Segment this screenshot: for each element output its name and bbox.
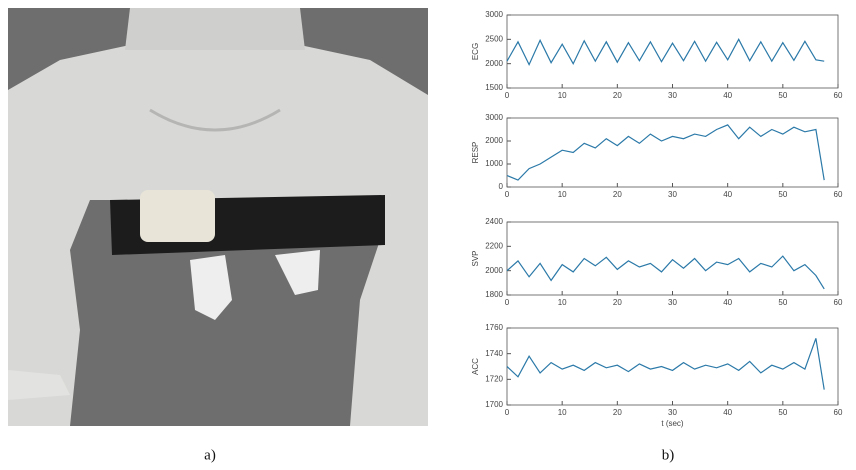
- caption: b): [662, 447, 675, 463]
- y-tick-label: 3000: [485, 10, 503, 19]
- x-tick-label: 30: [668, 408, 677, 417]
- y-tick-label: 1800: [485, 290, 503, 299]
- x-tick-label: 50: [778, 298, 787, 307]
- signal-line: [507, 338, 824, 389]
- y-tick-label: 0: [499, 182, 504, 191]
- y-tick-label: 1740: [485, 349, 503, 358]
- y-tick-label: 1700: [485, 400, 503, 409]
- caption: a): [204, 447, 216, 463]
- x-tick-label: 60: [834, 190, 843, 199]
- y-tick-label: 2000: [485, 266, 503, 275]
- x-tick-label: 20: [613, 408, 622, 417]
- x-tick-label: 10: [558, 298, 567, 307]
- x-tick-label: 0: [505, 408, 510, 417]
- figure: a)b)15002000250030000102030405060ECG0100…: [0, 0, 856, 470]
- x-tick-label: 60: [834, 408, 843, 417]
- y-tick-label: 2500: [485, 34, 503, 43]
- x-tick-label: 20: [613, 91, 622, 100]
- plot-frame: [507, 222, 838, 295]
- y-tick-label: 2200: [485, 241, 503, 250]
- signal-line: [507, 125, 824, 180]
- y-tick-label: 1760: [485, 323, 503, 332]
- y-tick-label: 1720: [485, 374, 503, 383]
- x-tick-label: 0: [505, 298, 510, 307]
- neck: [125, 8, 305, 50]
- x-tick-label: 50: [778, 408, 787, 417]
- x-tick-label: 10: [558, 91, 567, 100]
- x-tick-label: 30: [668, 91, 677, 100]
- x-tick-label: 40: [723, 408, 732, 417]
- y-tick-label: 2000: [485, 136, 503, 145]
- x-tick-label: 40: [723, 190, 732, 199]
- y-tick-label: 1500: [485, 83, 503, 92]
- x-tick-label: 10: [558, 190, 567, 199]
- x-tick-label: 0: [505, 91, 510, 100]
- x-tick-label: 40: [723, 298, 732, 307]
- signal-line: [507, 256, 824, 289]
- x-tick-label: 20: [613, 190, 622, 199]
- y-axis-label: SVP: [471, 250, 480, 266]
- y-tick-label: 3000: [485, 113, 503, 122]
- plot-frame: [507, 118, 838, 187]
- x-axis-label: t (sec): [661, 419, 684, 428]
- x-tick-label: 20: [613, 298, 622, 307]
- x-tick-label: 60: [834, 298, 843, 307]
- x-tick-label: 50: [778, 190, 787, 199]
- y-axis-label: ECG: [471, 43, 480, 60]
- x-tick-label: 10: [558, 408, 567, 417]
- x-tick-label: 40: [723, 91, 732, 100]
- y-axis-label: ACC: [471, 358, 480, 375]
- device: [140, 190, 215, 242]
- y-tick-label: 2400: [485, 217, 503, 226]
- photo: [8, 8, 428, 426]
- x-tick-label: 60: [834, 91, 843, 100]
- y-tick-label: 1000: [485, 159, 503, 168]
- x-tick-label: 30: [668, 190, 677, 199]
- x-tick-label: 30: [668, 298, 677, 307]
- x-tick-label: 50: [778, 91, 787, 100]
- signal-line: [507, 39, 824, 64]
- y-tick-label: 2000: [485, 59, 503, 68]
- y-axis-label: RESP: [471, 142, 480, 164]
- x-tick-label: 0: [505, 190, 510, 199]
